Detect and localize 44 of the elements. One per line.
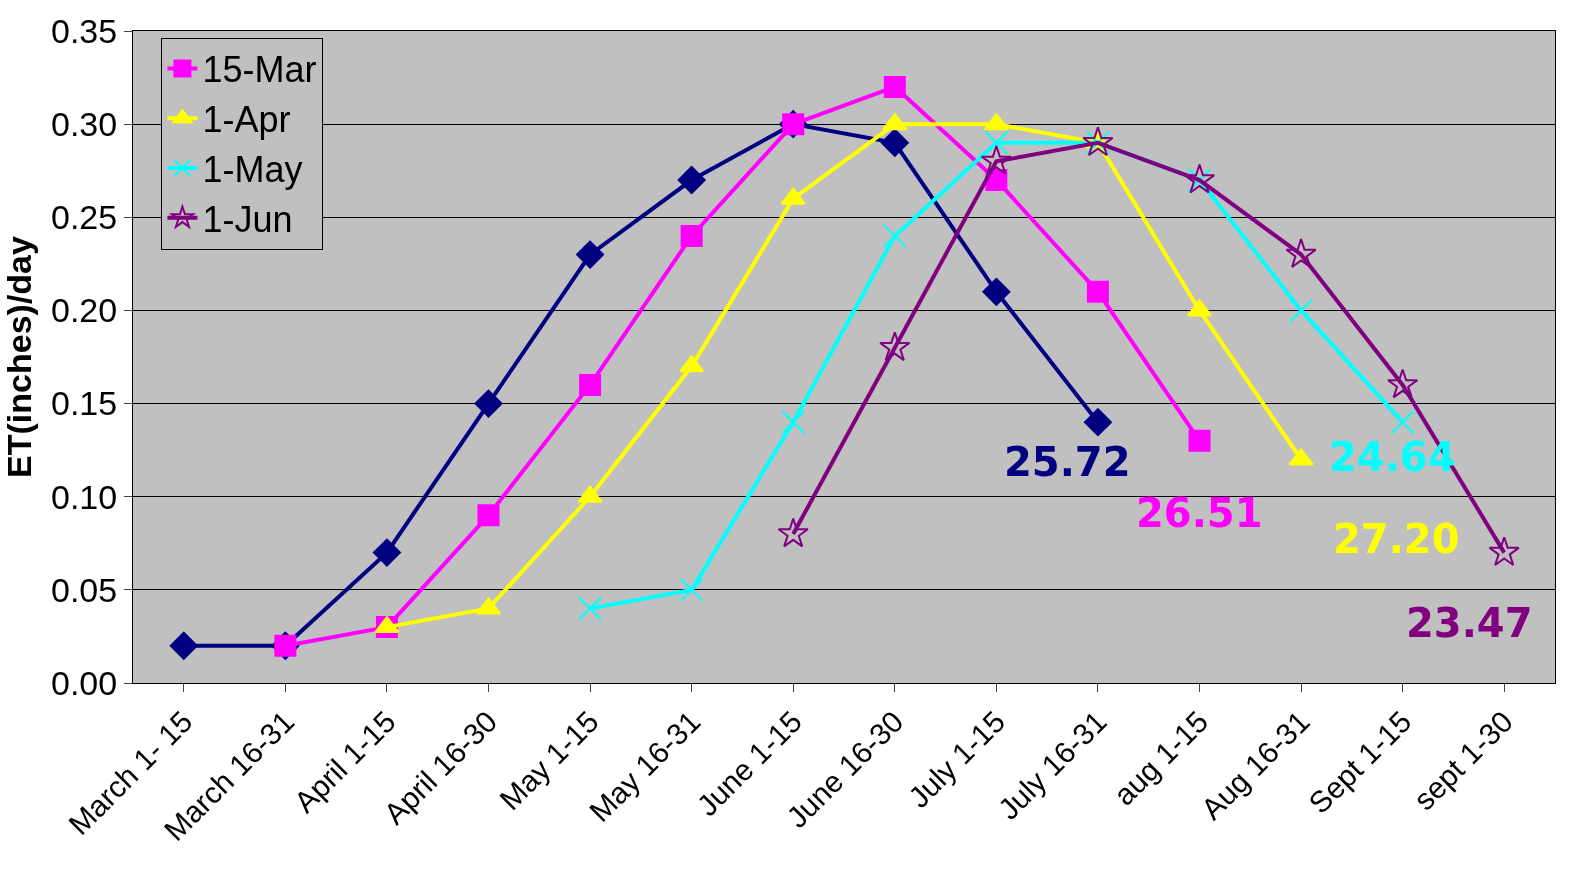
y-tick-label: 0.15 xyxy=(51,384,118,423)
point xyxy=(879,331,911,362)
legend-label: 1-Jun xyxy=(202,198,293,240)
point xyxy=(883,75,906,98)
annotation: 27.20 xyxy=(1333,516,1460,562)
point xyxy=(1083,408,1112,437)
point xyxy=(680,224,703,247)
point xyxy=(1086,280,1109,303)
point xyxy=(1289,298,1314,323)
point xyxy=(579,373,602,396)
point xyxy=(880,128,909,157)
y-tick-label: 0.20 xyxy=(51,291,118,330)
point xyxy=(474,389,503,418)
point xyxy=(980,145,1013,175)
y-tick-label: 0.10 xyxy=(51,477,118,516)
point xyxy=(1285,238,1317,268)
legend-label: 1-Apr xyxy=(202,99,291,141)
y-tick-label: 0.25 xyxy=(51,198,118,237)
point xyxy=(1386,368,1419,399)
point xyxy=(982,277,1011,306)
point xyxy=(477,504,500,527)
point xyxy=(169,631,198,660)
point xyxy=(578,596,603,621)
y-tick-label: 0.00 xyxy=(51,663,118,702)
y-tick-label: 0.05 xyxy=(51,570,118,609)
legend-label: 1-May xyxy=(202,149,303,191)
y-axis-title: ET(inches)/day xyxy=(0,236,38,478)
point xyxy=(781,410,806,435)
y-tick-label: 0.30 xyxy=(51,105,118,144)
annotation: 23.47 xyxy=(1406,600,1533,646)
point xyxy=(777,517,809,548)
point xyxy=(679,577,704,602)
point xyxy=(677,166,706,195)
y-tick-label: 0.35 xyxy=(51,11,118,50)
point xyxy=(576,240,605,269)
annotation: 26.51 xyxy=(1136,490,1263,536)
point xyxy=(1488,536,1520,567)
point xyxy=(372,538,401,567)
annotation: 25.72 xyxy=(1004,439,1131,485)
legend-label: 15-Mar xyxy=(202,49,317,91)
point xyxy=(1390,410,1415,435)
point xyxy=(984,130,1009,155)
point xyxy=(882,223,907,248)
point xyxy=(1188,429,1211,452)
